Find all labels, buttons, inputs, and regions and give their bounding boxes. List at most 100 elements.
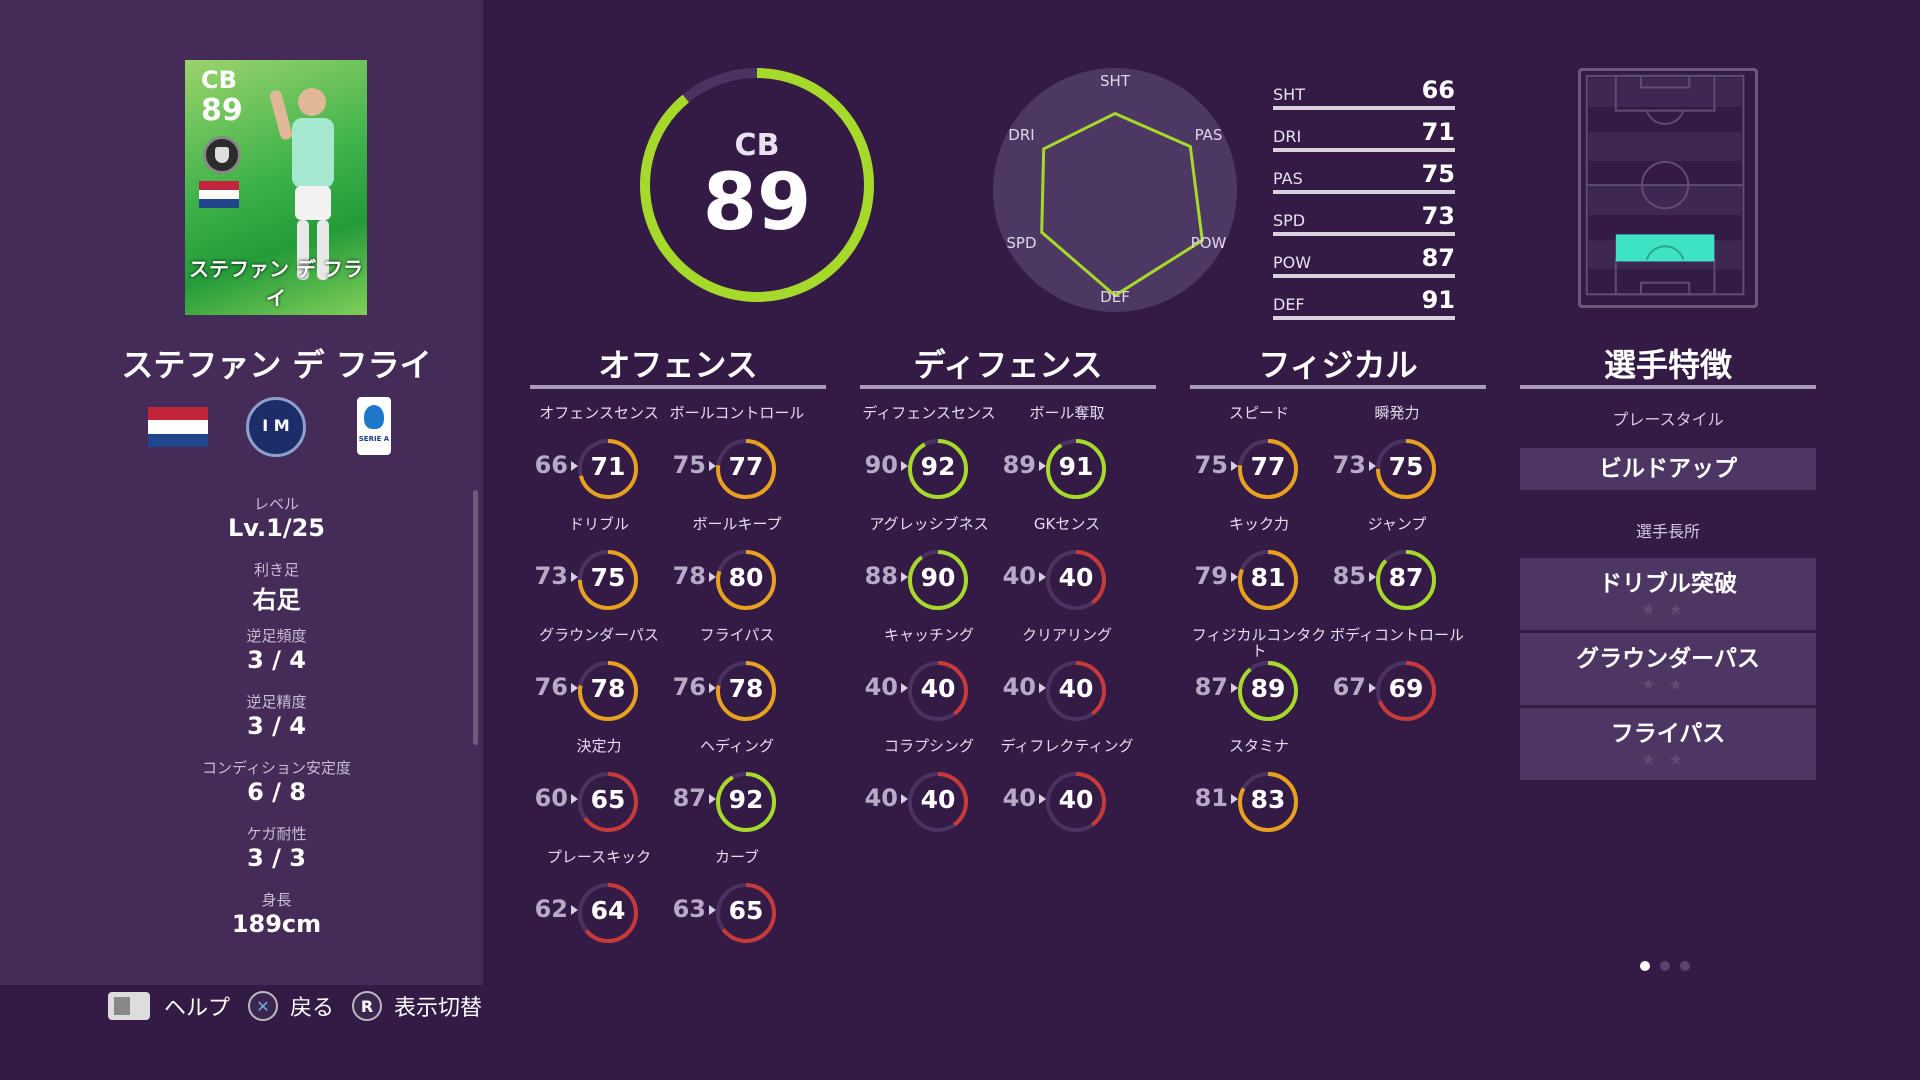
section-traits-divider [1520, 385, 1816, 389]
attribute-ring [578, 550, 638, 610]
attribute-item: カーブ 63 65 [668, 849, 806, 949]
attribute-value: 77 [728, 452, 764, 481]
skill-name: フライパス [1610, 721, 1726, 747]
attribute-ring [1376, 439, 1436, 499]
attribute-item: クリアリング 40 40 [998, 627, 1136, 727]
attribute-ring [1238, 772, 1298, 832]
back-control[interactable]: ✕ 戻る [248, 990, 334, 1022]
attribute-name: コラプシング [883, 737, 974, 755]
attribute-base-value: 40 [1002, 784, 1036, 812]
attribute-ring [1376, 550, 1436, 610]
skill-item[interactable]: ドリブル突破 ★★ [1520, 558, 1816, 630]
radar-label-pas: PAS [1194, 126, 1223, 144]
player-name: ステファン デ フライ [121, 346, 432, 384]
attribute-value: 40 [1058, 785, 1094, 814]
attribute-ring [1046, 772, 1106, 832]
radar-label-sht: SHT [1100, 72, 1130, 90]
section-defense-divider [860, 385, 1156, 389]
page-dot[interactable] [1640, 961, 1650, 971]
attribute-value: 83 [1250, 785, 1286, 814]
attribute-item: スピード 75 77 [1190, 405, 1328, 505]
info-value: 3 / 4 [247, 712, 306, 740]
skill-name: グラウンダーパス [1576, 646, 1760, 672]
footer-bar [0, 985, 483, 1080]
attribute-item: キャッチング 40 40 [860, 627, 998, 727]
attribute-name: 瞬発力 [1374, 404, 1420, 422]
arrow-right-icon [709, 794, 716, 804]
playstyle-box[interactable]: ビルドアップ [1520, 448, 1816, 490]
stat-row-sht: SHT 66 [1273, 68, 1455, 110]
attribute-ring [578, 439, 638, 499]
help-control[interactable]: ヘルプ [108, 990, 230, 1022]
attribute-ring [1046, 550, 1106, 610]
attribute-base-value: 85 [1332, 562, 1366, 590]
attribute-ring [1376, 661, 1436, 721]
attribute-name: プレースキック [546, 848, 652, 866]
section-physical-title: フィジカル [1258, 346, 1418, 384]
attribute-ring [1046, 661, 1106, 721]
arrow-right-icon [1231, 794, 1238, 804]
toggle-control[interactable]: R 表示切替 [352, 990, 482, 1022]
attribute-name: スタミナ [1228, 737, 1289, 755]
attribute-ring [578, 883, 638, 943]
position-highlight [1615, 234, 1715, 262]
attribute-value: 69 [1388, 674, 1424, 703]
help-label: ヘルプ [164, 996, 231, 1021]
scrollbar[interactable] [473, 490, 478, 745]
info-label: 逆足頻度 [246, 627, 307, 645]
attribute-base-value: 40 [864, 673, 898, 701]
attribute-base-value: 40 [864, 784, 898, 812]
arrow-right-icon [1039, 794, 1046, 804]
page-indicator [1640, 961, 1690, 971]
attribute-base-value: 40 [1002, 562, 1036, 590]
attribute-item: ボール奪取 89 91 [998, 405, 1136, 505]
attribute-name: オフェンスセンス [539, 404, 659, 422]
section-physical-divider [1190, 385, 1486, 389]
attribute-item: グラウンダーパス 76 78 [530, 627, 668, 727]
section-defense-title: ディフェンス [913, 346, 1103, 384]
attribute-value: 92 [920, 452, 956, 481]
arrow-right-icon [571, 572, 578, 582]
attribute-item: ボールコントロール 75 77 [668, 405, 806, 505]
stat-key: POW [1273, 253, 1312, 272]
attribute-value: 90 [920, 563, 956, 592]
page-dot[interactable] [1680, 961, 1690, 971]
info-value: 189cm [231, 910, 322, 938]
attribute-name: ボールコントロール [669, 404, 805, 422]
info-value: 3 / 3 [247, 844, 306, 872]
info-value: 3 / 4 [247, 646, 306, 674]
attribute-item: GKセンス 40 40 [998, 516, 1136, 616]
attribute-name: ディフェンスセンス [862, 404, 996, 422]
stat-value: 87 [1421, 244, 1455, 272]
stat-row-def: DEF 91 [1273, 278, 1455, 320]
section-traits-title: 選手特徴 [1603, 346, 1732, 384]
attribute-value: 64 [590, 896, 626, 925]
attribute-value: 77 [1250, 452, 1286, 481]
page-dot[interactable] [1660, 961, 1670, 971]
skill-item[interactable]: グラウンダーパス ★★ [1520, 633, 1816, 705]
attribute-name: ボールキープ [692, 515, 782, 533]
attribute-name: アグレッシブネス [869, 515, 989, 533]
attribute-name: フライパス [699, 626, 775, 644]
attribute-item: フィジカルコンタクト 87 89 [1190, 627, 1328, 727]
stat-key: PAS [1273, 169, 1303, 188]
attribute-item: ディフレクティング 40 40 [998, 738, 1136, 838]
stat-value: 66 [1421, 76, 1455, 104]
arrow-right-icon [571, 905, 578, 915]
playstyle-label: プレースタイル [1612, 410, 1724, 429]
r-button-icon: R [352, 991, 382, 1021]
skill-item[interactable]: フライパス ★★ [1520, 708, 1816, 780]
attribute-value: 40 [920, 785, 956, 814]
attribute-item: 決定力 60 65 [530, 738, 668, 838]
arrow-right-icon [1039, 461, 1046, 471]
attribute-base-value: 63 [672, 895, 706, 923]
attribute-name: キック力 [1228, 515, 1289, 533]
info-item: 身長 189cm [0, 889, 553, 938]
attribute-base-value: 87 [672, 784, 706, 812]
attribute-value: 78 [590, 674, 626, 703]
attribute-ring [578, 772, 638, 832]
arrow-right-icon [1369, 572, 1376, 582]
arrow-right-icon [571, 794, 578, 804]
arrow-right-icon [901, 794, 908, 804]
radar-label-def: DEF [1100, 288, 1130, 306]
